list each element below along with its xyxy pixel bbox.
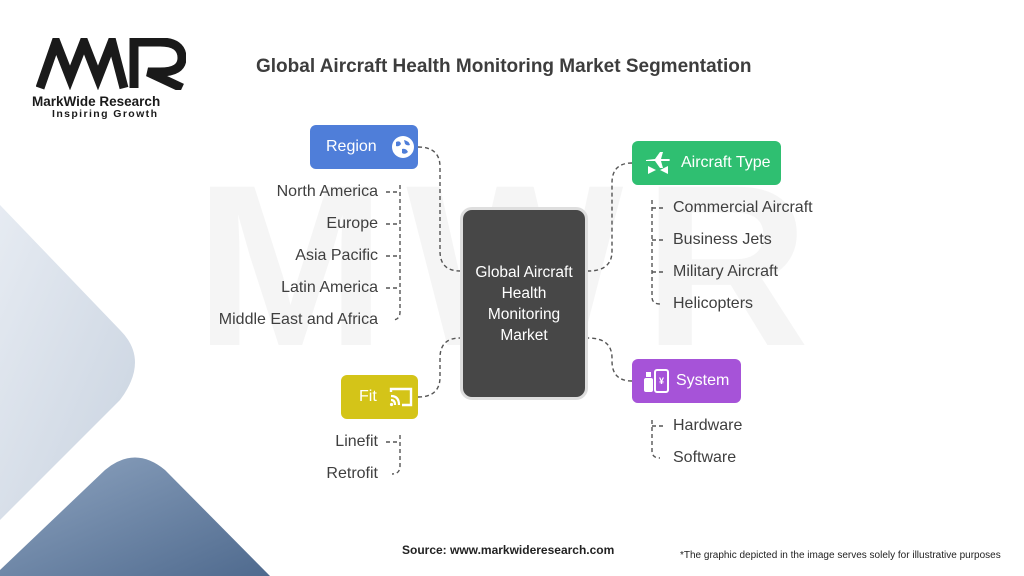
cast-icon: [387, 383, 415, 411]
devices-icon: ¥: [642, 367, 670, 395]
segment-aircraft-type: Aircraft Type: [632, 141, 781, 185]
markwide-logo: MarkWide Research Inspiring Growth: [30, 38, 200, 124]
connector-region-items: [391, 185, 401, 321]
segment-system-label: System: [676, 372, 730, 389]
fit-item-2: Retrofit: [326, 465, 378, 482]
logo-name: MarkWide Research: [32, 94, 161, 109]
bg-shape-dark: [0, 457, 270, 576]
connector-aircraft-center: [587, 162, 633, 272]
segment-fit-label: Fit: [359, 388, 377, 405]
segment-region: Region: [310, 125, 418, 169]
region-item-1: North America: [276, 183, 378, 200]
mwr-logo-mark: [36, 38, 186, 90]
connector-system-items: [651, 420, 661, 459]
connector-fit-center: [417, 337, 461, 398]
source-note: Source: www.markwideresearch.com: [402, 543, 615, 557]
disclaimer-note: *The graphic depicted in the image serve…: [680, 550, 1001, 561]
aircraft-item-3: Military Aircraft: [673, 263, 778, 280]
bg-shape-light: [0, 205, 135, 520]
system-item-2: Software: [673, 449, 737, 466]
region-item-4: Latin America: [281, 279, 378, 296]
center-node: Global Aircraft Health Monitoring Market: [460, 207, 588, 400]
segment-aircraft-type-label: Aircraft Type: [681, 154, 771, 171]
aircraft-item-1: Commercial Aircraft: [673, 199, 813, 216]
segment-system: ¥ System: [632, 359, 741, 403]
page-title: Global Aircraft Health Monitoring Market…: [256, 56, 752, 77]
region-item-2: Europe: [326, 215, 378, 232]
region-item-5: Middle East and Africa: [218, 311, 378, 328]
fit-item-1: Linefit: [335, 433, 378, 450]
connector-system-center: [587, 337, 633, 382]
globe-icon: [389, 133, 417, 161]
aircraft-item-2: Business Jets: [673, 231, 772, 248]
connector-fit-items: [391, 435, 401, 475]
segment-region-label: Region: [326, 138, 377, 155]
center-label: Global Aircraft Health Monitoring Market: [475, 263, 573, 344]
svg-text:¥: ¥: [659, 376, 664, 386]
airplane-icon: [644, 149, 672, 177]
logo-tagline: Inspiring Growth: [52, 108, 159, 120]
system-item-1: Hardware: [673, 417, 743, 434]
segment-fit: Fit: [341, 375, 418, 419]
region-item-3: Asia Pacific: [295, 247, 378, 264]
connector-aircraft-items: [651, 200, 661, 305]
aircraft-item-4: Helicopters: [673, 295, 754, 312]
connector-region-center: [417, 146, 461, 272]
